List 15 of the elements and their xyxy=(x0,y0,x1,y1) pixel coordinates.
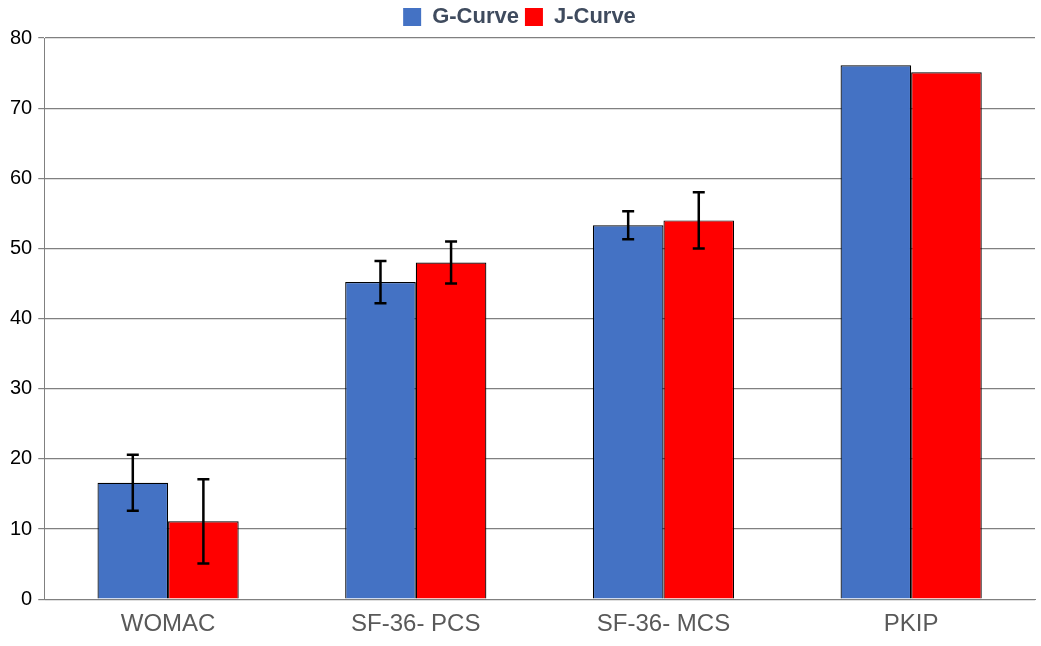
y-tick-label: 30 xyxy=(10,376,33,399)
x-tick-label: PKIP xyxy=(883,609,939,637)
legend-label: J-Curve xyxy=(553,3,636,29)
y-tick-label: 0 xyxy=(21,586,33,609)
y-tick-label: 60 xyxy=(10,165,33,188)
x-tick-label: SF-36- MCS xyxy=(596,609,731,637)
x-tick-label: WOMAC xyxy=(120,609,216,637)
x-tick-label: SF-36- PCS xyxy=(351,609,481,637)
legend-label: G-Curve xyxy=(432,3,519,29)
y-tick-label: 80 xyxy=(10,25,33,48)
y-tick-label: 50 xyxy=(10,235,33,258)
y-tick-label: 70 xyxy=(10,95,33,118)
y-tick-label: 10 xyxy=(10,516,33,539)
y-tick-label: 40 xyxy=(10,306,33,329)
y-tick-label: 20 xyxy=(10,446,33,469)
